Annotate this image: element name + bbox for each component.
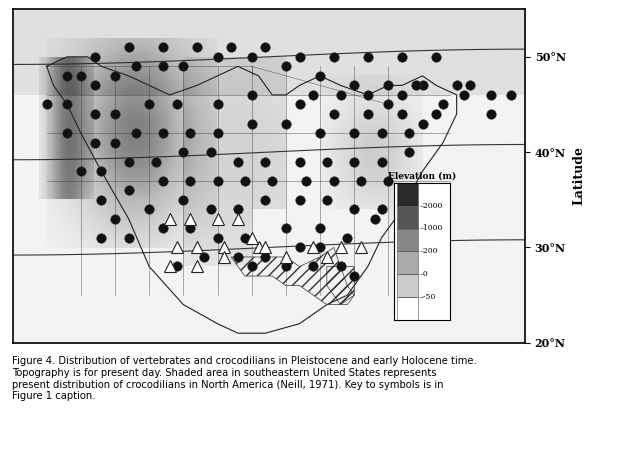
Text: Figure 4. Distribution of vertebrates and crocodilians in Pleistocene and early : Figure 4. Distribution of vertebrates an… <box>12 356 478 401</box>
Bar <box>397 206 418 228</box>
Text: –1000: –1000 <box>419 224 443 233</box>
Text: –-50: –-50 <box>419 293 436 301</box>
Title: Elevation (m): Elevation (m) <box>388 172 456 181</box>
Text: –0: –0 <box>419 270 428 278</box>
Bar <box>397 251 418 274</box>
Bar <box>397 183 418 206</box>
Bar <box>397 274 418 297</box>
Bar <box>397 228 418 251</box>
Text: –2000: –2000 <box>419 202 443 210</box>
Y-axis label: Latitude: Latitude <box>572 146 586 206</box>
Bar <box>397 297 418 320</box>
Text: –200: –200 <box>419 247 438 255</box>
